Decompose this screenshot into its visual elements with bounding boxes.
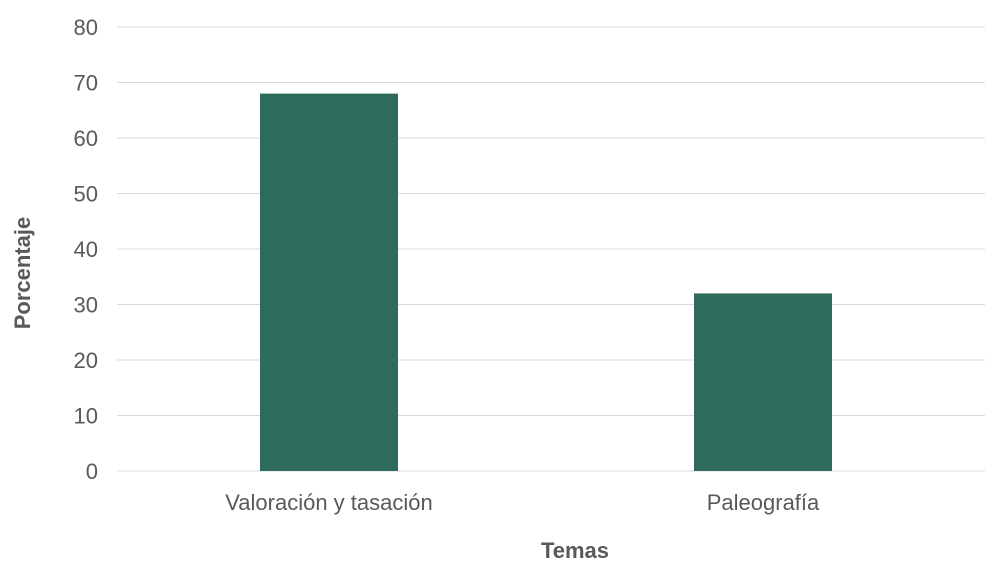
y-tick-label: 0 xyxy=(86,459,98,484)
bar-1 xyxy=(694,293,832,471)
gridlines xyxy=(117,26,985,472)
y-tick-label: 20 xyxy=(74,348,98,373)
y-tick-label: 80 xyxy=(74,15,98,40)
y-axis-ticks: 0 10 20 30 40 50 60 70 80 xyxy=(74,15,98,484)
x-axis-title: Temas xyxy=(541,538,609,563)
x-category-label: Paleografía xyxy=(707,490,820,515)
y-tick-label: 10 xyxy=(74,404,98,429)
y-tick-label: 40 xyxy=(74,237,98,262)
y-axis-title: Porcentaje xyxy=(10,217,35,330)
bars xyxy=(260,93,832,471)
y-tick-label: 30 xyxy=(74,293,98,318)
y-tick-label: 60 xyxy=(74,126,98,151)
y-tick-label: 50 xyxy=(74,182,98,207)
x-axis-categories: Valoración y tasación Paleografía xyxy=(225,490,820,515)
x-category-label: Valoración y tasación xyxy=(225,490,433,515)
y-tick-label: 70 xyxy=(74,71,98,96)
bar-0 xyxy=(260,93,398,471)
